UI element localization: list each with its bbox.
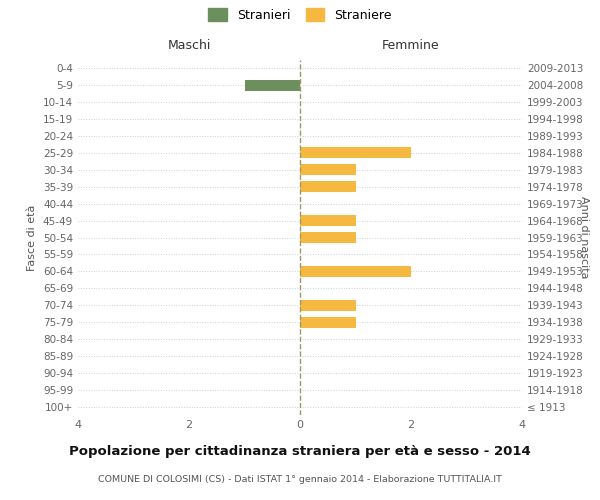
Bar (300, 232, 355, 243)
Bar (300, 266, 411, 277)
Legend: Stranieri, Straniere: Stranieri, Straniere (205, 4, 395, 26)
Y-axis label: Anni di nascita: Anni di nascita (579, 196, 589, 279)
Bar (245, 80, 300, 91)
Bar (300, 215, 355, 226)
Text: Maschi: Maschi (167, 38, 211, 52)
Y-axis label: Fasce di età: Fasce di età (28, 204, 37, 270)
Bar (300, 164, 355, 175)
Bar (300, 300, 355, 310)
Bar (300, 148, 411, 158)
Text: Femmine: Femmine (382, 38, 440, 52)
Bar (300, 316, 355, 328)
Text: Popolazione per cittadinanza straniera per età e sesso - 2014: Popolazione per cittadinanza straniera p… (69, 445, 531, 458)
Bar (300, 182, 355, 192)
Text: COMUNE DI COLOSIMI (CS) - Dati ISTAT 1° gennaio 2014 - Elaborazione TUTTITALIA.I: COMUNE DI COLOSIMI (CS) - Dati ISTAT 1° … (98, 475, 502, 484)
